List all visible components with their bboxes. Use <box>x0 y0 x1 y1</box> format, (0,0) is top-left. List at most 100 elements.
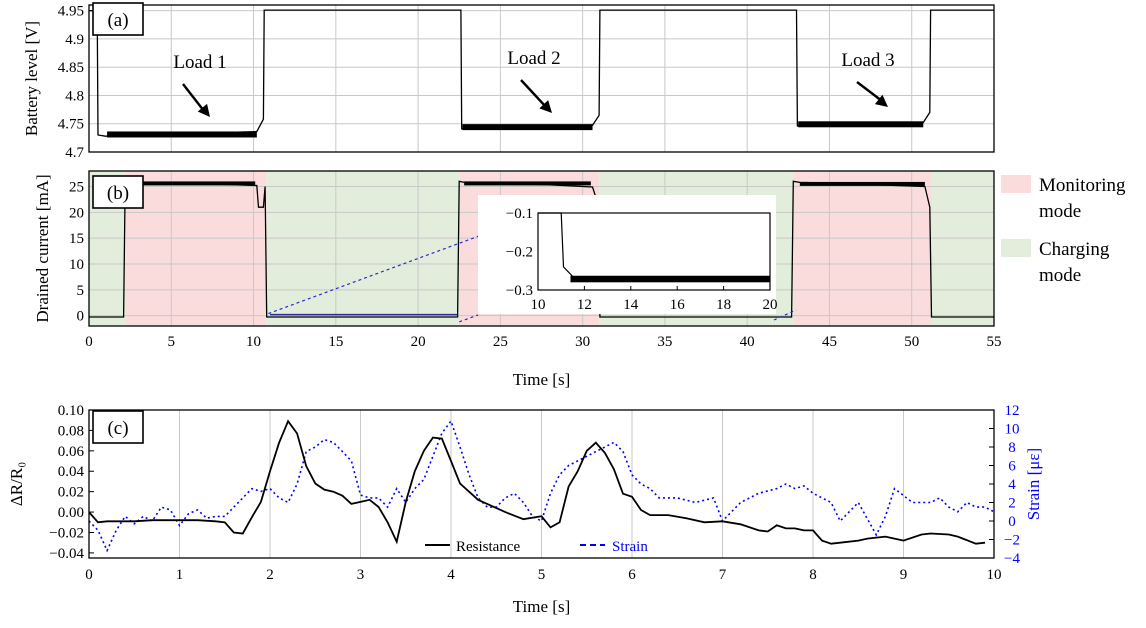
panel-label-b-box <box>92 175 144 209</box>
panel-label-c-box <box>92 410 144 444</box>
annotation-arrow <box>856 81 883 102</box>
y-tick-label-b: 5 <box>77 283 85 299</box>
zoom-connector <box>773 309 797 321</box>
x-tick-label-c: 8 <box>809 567 817 583</box>
x-tick-label-c: 10 <box>987 567 1002 583</box>
y-tick-label-right-c: 6 <box>1008 459 1016 475</box>
inset-x-tick-label: 18 <box>716 297 731 313</box>
inset-y-tick-label: −0.2 <box>506 245 533 261</box>
noise-band-b <box>464 181 591 186</box>
y-axis-label-right-c: Strain [με] <box>1024 448 1043 520</box>
legend-label-resistance: Resistance <box>456 539 520 555</box>
inset-x-tick-label: 20 <box>763 297 778 313</box>
legend-swatch-monitoring <box>1001 175 1031 193</box>
noise-band-a <box>798 121 924 128</box>
x-tick-label-b: 55 <box>987 334 1002 350</box>
noise-band-a <box>462 124 593 131</box>
inset-x-tick-label: 16 <box>670 297 686 313</box>
x-tick-label-c: 0 <box>85 567 93 583</box>
x-tick-label-c: 9 <box>900 567 908 583</box>
y-tick-label-a: 4.7 <box>65 145 84 161</box>
inset-noise-band <box>570 275 770 283</box>
inset-y-tick-label: −0.1 <box>506 206 533 222</box>
legend-label-strain: Strain <box>612 539 648 555</box>
y-tick-label-a: 4.95 <box>58 4 84 20</box>
battery-line <box>89 9 994 137</box>
y-tick-label-b: 25 <box>69 180 84 196</box>
y-tick-label-right-c: 4 <box>1008 477 1016 493</box>
charging-region <box>266 171 460 326</box>
y-tick-label-c: 0.10 <box>58 403 84 419</box>
x-tick-label-c: 3 <box>357 567 365 583</box>
x-tick-label-c: 4 <box>447 567 455 583</box>
x-tick-label-b: 20 <box>411 334 426 350</box>
y-tick-label-c: 0.00 <box>58 505 84 521</box>
load-annotation: Load 2 <box>507 48 560 69</box>
legend-label: Charging <box>1039 239 1110 260</box>
y-tick-label-right-c: 10 <box>1005 422 1020 438</box>
annotation-arrow <box>182 83 205 112</box>
panel-label-b: (b) <box>107 183 129 204</box>
x-tick-label-b: 35 <box>657 334 672 350</box>
y-tick-label-c: 0.08 <box>58 423 84 439</box>
noise-band-b <box>131 181 256 186</box>
y-tick-label-right-c: 2 <box>1008 496 1016 512</box>
x-axis-label-c: Time [s] <box>513 597 570 616</box>
y-axis-label-b: Drained current [mA] <box>33 174 52 322</box>
y-tick-label-right-c: 8 <box>1008 440 1016 456</box>
panel-label-a: (a) <box>107 10 128 31</box>
y-tick-label-b: 20 <box>69 205 84 221</box>
y-axis-label-a: Battery level [V] <box>22 21 41 136</box>
y-tick-label-right-c: −4 <box>1004 551 1020 567</box>
monitoring-region <box>793 171 932 326</box>
y-tick-label-c: 0.04 <box>58 464 85 480</box>
inset-x-tick-label: 10 <box>531 297 546 313</box>
x-tick-label-b: 25 <box>493 334 508 350</box>
y-tick-label-b: 10 <box>69 257 84 273</box>
x-tick-label-b: 40 <box>740 334 755 350</box>
zoom-connector <box>268 228 499 315</box>
y-tick-label-c: 0.02 <box>58 485 84 501</box>
noise-band-b <box>799 181 925 186</box>
plot-frame-a <box>88 4 995 153</box>
x-tick-label-c: 1 <box>176 567 184 583</box>
charging-region <box>931 171 994 326</box>
y-tick-label-right-c: −2 <box>1004 533 1020 549</box>
x-tick-label-b: 30 <box>575 334 590 350</box>
legend-label: Monitoring <box>1039 175 1126 196</box>
legend-label: mode <box>1039 201 1081 222</box>
x-tick-label-b: 50 <box>904 334 919 350</box>
x-tick-label-c: 2 <box>266 567 274 583</box>
load-annotation: Load 3 <box>841 50 894 71</box>
x-tick-label-b: 5 <box>168 334 176 350</box>
legend-label: mode <box>1039 265 1081 286</box>
x-tick-label-b: 0 <box>85 334 93 350</box>
y-tick-label-c: −0.04 <box>49 546 84 562</box>
plot-frame-b <box>88 170 995 327</box>
inset-background <box>478 195 776 314</box>
monitoring-region <box>125 171 267 326</box>
y-tick-label-b: 15 <box>69 231 84 247</box>
inset-y-tick-label: −0.3 <box>506 283 533 299</box>
x-axis-label-b: Time [s] <box>513 370 570 389</box>
x-tick-label-b: 10 <box>246 334 261 350</box>
panel-label-c: (c) <box>107 418 128 439</box>
x-tick-label-b: 15 <box>328 334 343 350</box>
y-tick-label-c: −0.02 <box>49 525 84 541</box>
inset-x-tick-label: 12 <box>577 297 592 313</box>
arrow-head <box>874 94 888 107</box>
panel-label-a-box <box>92 2 144 36</box>
x-tick-label-c: 5 <box>538 567 546 583</box>
y-tick-label-a: 4.8 <box>65 88 84 104</box>
inset-frame <box>537 212 771 291</box>
y-tick-label-a: 4.85 <box>58 60 84 76</box>
strain-line <box>88 419 995 553</box>
inset-x-tick-label: 14 <box>623 297 639 313</box>
y-tick-label-b: 0 <box>77 309 85 325</box>
y-tick-label-right-c: 0 <box>1008 514 1016 530</box>
annotation-arrow <box>520 79 547 108</box>
plot-frame-c <box>88 409 995 559</box>
y-tick-label-right-c: 12 <box>1005 403 1020 419</box>
x-tick-label-c: 6 <box>628 567 636 583</box>
